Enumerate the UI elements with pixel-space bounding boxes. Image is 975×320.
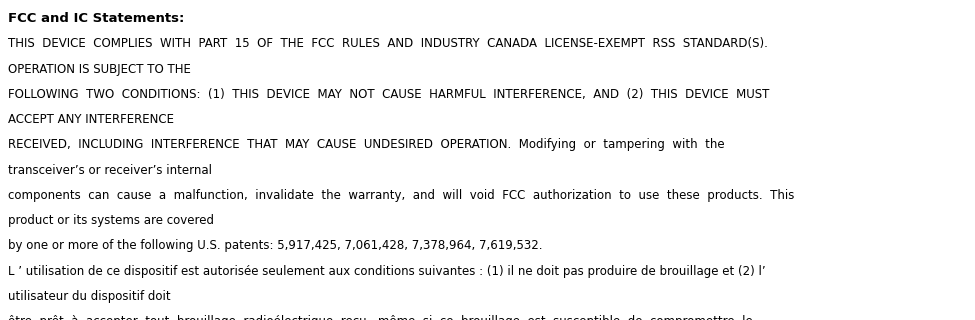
- Text: THIS  DEVICE  COMPLIES  WITH  PART  15  OF  THE  FCC  RULES  AND  INDUSTRY  CANA: THIS DEVICE COMPLIES WITH PART 15 OF THE…: [8, 37, 768, 50]
- Text: product or its systems are covered: product or its systems are covered: [8, 214, 214, 227]
- Text: RECEIVED,  INCLUDING  INTERFERENCE  THAT  MAY  CAUSE  UNDESIRED  OPERATION.  Mod: RECEIVED, INCLUDING INTERFERENCE THAT MA…: [8, 138, 724, 151]
- Text: ACCEPT ANY INTERFERENCE: ACCEPT ANY INTERFERENCE: [8, 113, 174, 126]
- Text: être  prêt  à  accepter  tout  brouillage  radioélectrique  reçu,  même  si  ce : être prêt à accepter tout brouillage rad…: [8, 315, 753, 320]
- Text: by one or more of the following U.S. patents: 5,917,425, 7,061,428, 7,378,964, 7: by one or more of the following U.S. pat…: [8, 239, 542, 252]
- Text: utilisateur du dispositif doit: utilisateur du dispositif doit: [8, 290, 171, 303]
- Text: components  can  cause  a  malfunction,  invalidate  the  warranty,  and  will  : components can cause a malfunction, inva…: [8, 189, 795, 202]
- Text: OPERATION IS SUBJECT TO THE: OPERATION IS SUBJECT TO THE: [8, 62, 191, 76]
- Text: FOLLOWING  TWO  CONDITIONS:  (1)  THIS  DEVICE  MAY  NOT  CAUSE  HARMFUL  INTERF: FOLLOWING TWO CONDITIONS: (1) THIS DEVIC…: [8, 88, 769, 101]
- Text: FCC and IC Statements:: FCC and IC Statements:: [8, 12, 184, 25]
- Text: transceiver’s or receiver’s internal: transceiver’s or receiver’s internal: [8, 164, 212, 177]
- Text: L ’ utilisation de ce dispositif est autorisée seulement aux conditions suivante: L ’ utilisation de ce dispositif est aut…: [8, 265, 765, 278]
